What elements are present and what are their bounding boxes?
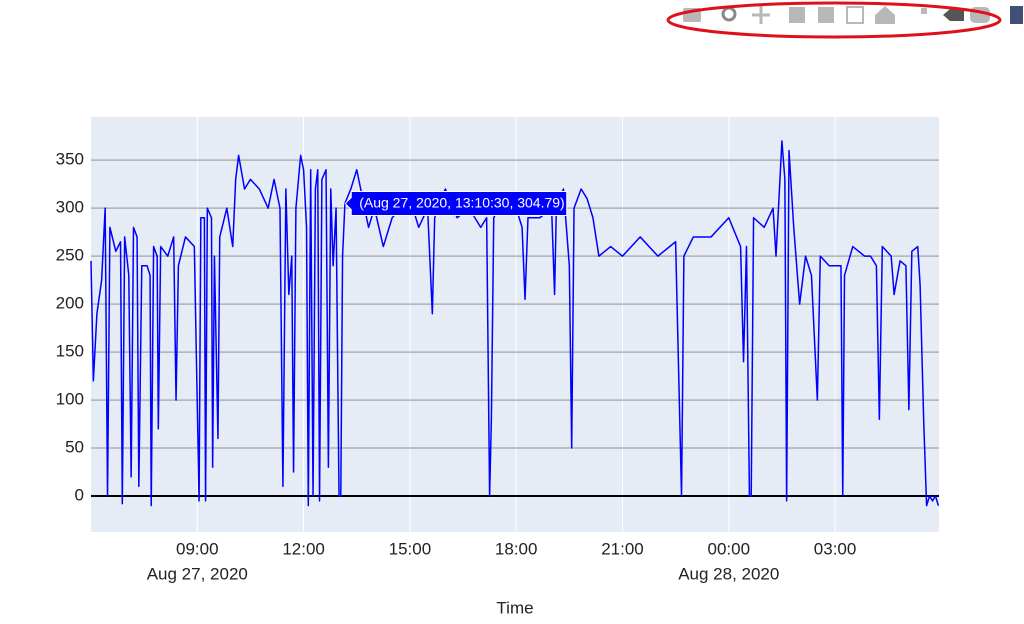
plot-area	[91, 117, 939, 532]
x-tick-date: Aug 27, 2020	[147, 564, 248, 583]
hover-label: (Aug 27, 2020, 13:10:30, 304.79)	[344, 191, 568, 217]
zoom-icon[interactable]	[721, 6, 737, 22]
y-tick-label: 250	[56, 246, 84, 265]
y-tick-label: 100	[56, 390, 84, 409]
plotly-logo[interactable]	[1010, 6, 1023, 24]
x-axis-title: Time	[496, 598, 533, 617]
y-tick-label: 200	[56, 294, 84, 313]
hover-box	[344, 191, 568, 217]
zoom-in-icon[interactable]	[789, 7, 805, 23]
spike-icon[interactable]	[921, 8, 927, 14]
x-tick-label: 03:00	[814, 539, 857, 558]
x-tick-label: 18:00	[495, 539, 538, 558]
pan-icon[interactable]	[752, 6, 770, 24]
x-tick-label: 15:00	[389, 539, 432, 558]
zoom-out-icon[interactable]	[818, 7, 834, 23]
modebar	[666, 1, 1023, 39]
y-tick-label: 0	[75, 486, 84, 505]
x-tick-label: 09:00	[176, 539, 219, 558]
x-tick-label: 21:00	[601, 539, 644, 558]
x-tick-label: 12:00	[282, 539, 325, 558]
y-tick-label: 350	[56, 150, 84, 169]
home-icon[interactable]	[875, 6, 895, 24]
highlight-circle	[666, 1, 1002, 39]
y-tick-label: 150	[56, 342, 84, 361]
y-tick-label: 300	[56, 198, 84, 217]
x-tick-label: 00:00	[707, 539, 750, 558]
x-tick-date: Aug 28, 2020	[678, 564, 779, 583]
autoscale-icon[interactable]	[846, 6, 864, 24]
hover-closest-icon[interactable]	[943, 9, 964, 21]
hover-text: (Aug 27, 2020, 13:10:30, 304.79)	[359, 194, 565, 210]
y-tick-label: 50	[65, 438, 84, 457]
